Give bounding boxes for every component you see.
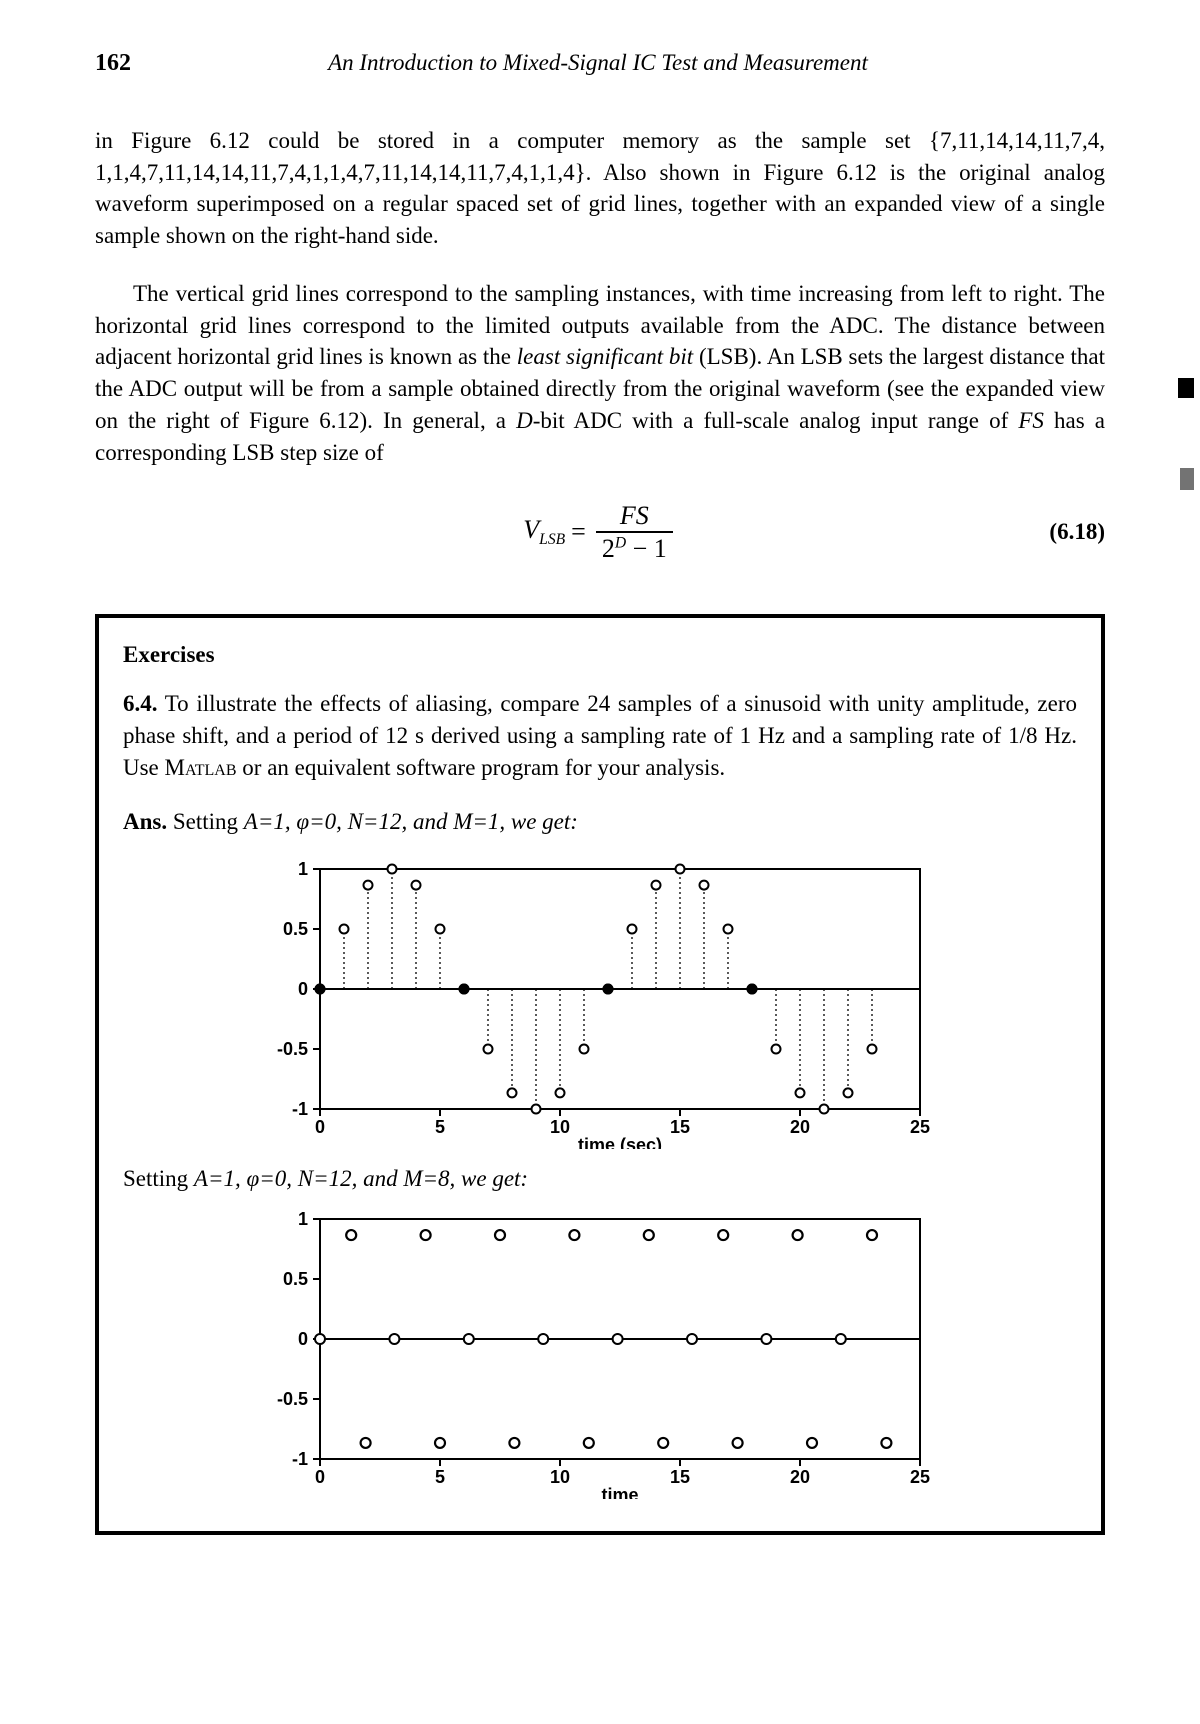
svg-text:time: time bbox=[601, 1485, 638, 1499]
text-italic: least significant bit bbox=[517, 344, 693, 369]
exercises-heading: Exercises bbox=[123, 642, 1077, 668]
page-number: 162 bbox=[95, 50, 131, 77]
svg-text:0: 0 bbox=[298, 1329, 308, 1349]
eq-sym: V bbox=[523, 515, 539, 544]
exercise-answer-1-caption: Ans. Setting A=1, φ=0, N=12, and M=1, we… bbox=[123, 806, 1077, 838]
text-run: Setting bbox=[167, 809, 244, 834]
equation-6-18: VLSB = FS 2D − 1 bbox=[523, 500, 677, 564]
svg-text:15: 15 bbox=[670, 1467, 690, 1487]
exercise-question: 6.4. To illustrate the effects of aliasi… bbox=[123, 688, 1077, 783]
eq-den-tail: − 1 bbox=[626, 534, 667, 563]
eq-numerator: FS bbox=[614, 500, 655, 531]
text-smallcaps: Matlab bbox=[165, 755, 237, 780]
equation-number: (6.18) bbox=[1049, 519, 1105, 545]
svg-text:-0.5: -0.5 bbox=[277, 1039, 308, 1059]
body-paragraph-1: in Figure 6.12 could be stored in a comp… bbox=[95, 125, 1105, 252]
scan-artifact bbox=[1178, 378, 1194, 398]
equation-row: VLSB = FS 2D − 1 (6.18) bbox=[95, 494, 1105, 570]
scan-artifact bbox=[1180, 468, 1194, 490]
svg-text:15: 15 bbox=[670, 1117, 690, 1137]
text-run: Setting bbox=[123, 1166, 194, 1191]
text-italic: D bbox=[516, 408, 533, 433]
chart-1-wrap: -1-0.500.510510152025time (sec) bbox=[123, 859, 1077, 1149]
answer-params: A=1, φ=0, N=12, and M=1, we get: bbox=[244, 809, 578, 834]
exercise-number: 6.4. bbox=[123, 691, 158, 716]
svg-text:0: 0 bbox=[298, 979, 308, 999]
svg-text:5: 5 bbox=[435, 1117, 445, 1137]
answer-label: Ans. bbox=[123, 809, 167, 834]
chart-2-wrap: -1-0.500.510510152025time bbox=[123, 1209, 1077, 1499]
chart-2: -1-0.500.510510152025time bbox=[260, 1209, 940, 1499]
svg-text:-1: -1 bbox=[292, 1449, 308, 1469]
svg-text:0: 0 bbox=[315, 1117, 325, 1137]
svg-text:-1: -1 bbox=[292, 1099, 308, 1119]
text-italic: FS bbox=[1018, 408, 1044, 433]
eq-equals: = bbox=[571, 517, 586, 547]
chart-1: -1-0.500.510510152025time (sec) bbox=[260, 859, 940, 1149]
svg-text:0: 0 bbox=[315, 1467, 325, 1487]
svg-text:5: 5 bbox=[435, 1467, 445, 1487]
eq-subscript: LSB bbox=[539, 531, 565, 548]
text-run: -bit ADC with a full-scale analog input … bbox=[533, 408, 1019, 433]
svg-text:25: 25 bbox=[910, 1117, 930, 1137]
svg-text:time (sec): time (sec) bbox=[578, 1135, 662, 1149]
svg-text:0.5: 0.5 bbox=[283, 919, 308, 939]
text-run: or an equivalent software program for yo… bbox=[237, 755, 726, 780]
svg-text:1: 1 bbox=[298, 1209, 308, 1229]
eq-den-base: 2 bbox=[602, 534, 615, 563]
svg-text:20: 20 bbox=[790, 1117, 810, 1137]
exercises-box: Exercises 6.4. To illustrate the effects… bbox=[95, 614, 1105, 1535]
eq-den-sup: D bbox=[615, 535, 626, 552]
exercise-answer-2-caption: Setting A=1, φ=0, N=12, and M=8, we get: bbox=[123, 1163, 1077, 1195]
body-paragraph-2: The vertical grid lines correspond to th… bbox=[95, 278, 1105, 468]
svg-text:25: 25 bbox=[910, 1467, 930, 1487]
answer-params: A=1, φ=0, N=12, and M=8, we get: bbox=[194, 1166, 528, 1191]
svg-text:20: 20 bbox=[790, 1467, 810, 1487]
svg-text:-0.5: -0.5 bbox=[277, 1389, 308, 1409]
page-header: 162 An Introduction to Mixed-Signal IC T… bbox=[95, 50, 1105, 77]
svg-text:10: 10 bbox=[550, 1467, 570, 1487]
book-title: An Introduction to Mixed-Signal IC Test … bbox=[131, 50, 1065, 76]
svg-text:1: 1 bbox=[298, 859, 308, 879]
svg-text:10: 10 bbox=[550, 1117, 570, 1137]
svg-text:0.5: 0.5 bbox=[283, 1269, 308, 1289]
